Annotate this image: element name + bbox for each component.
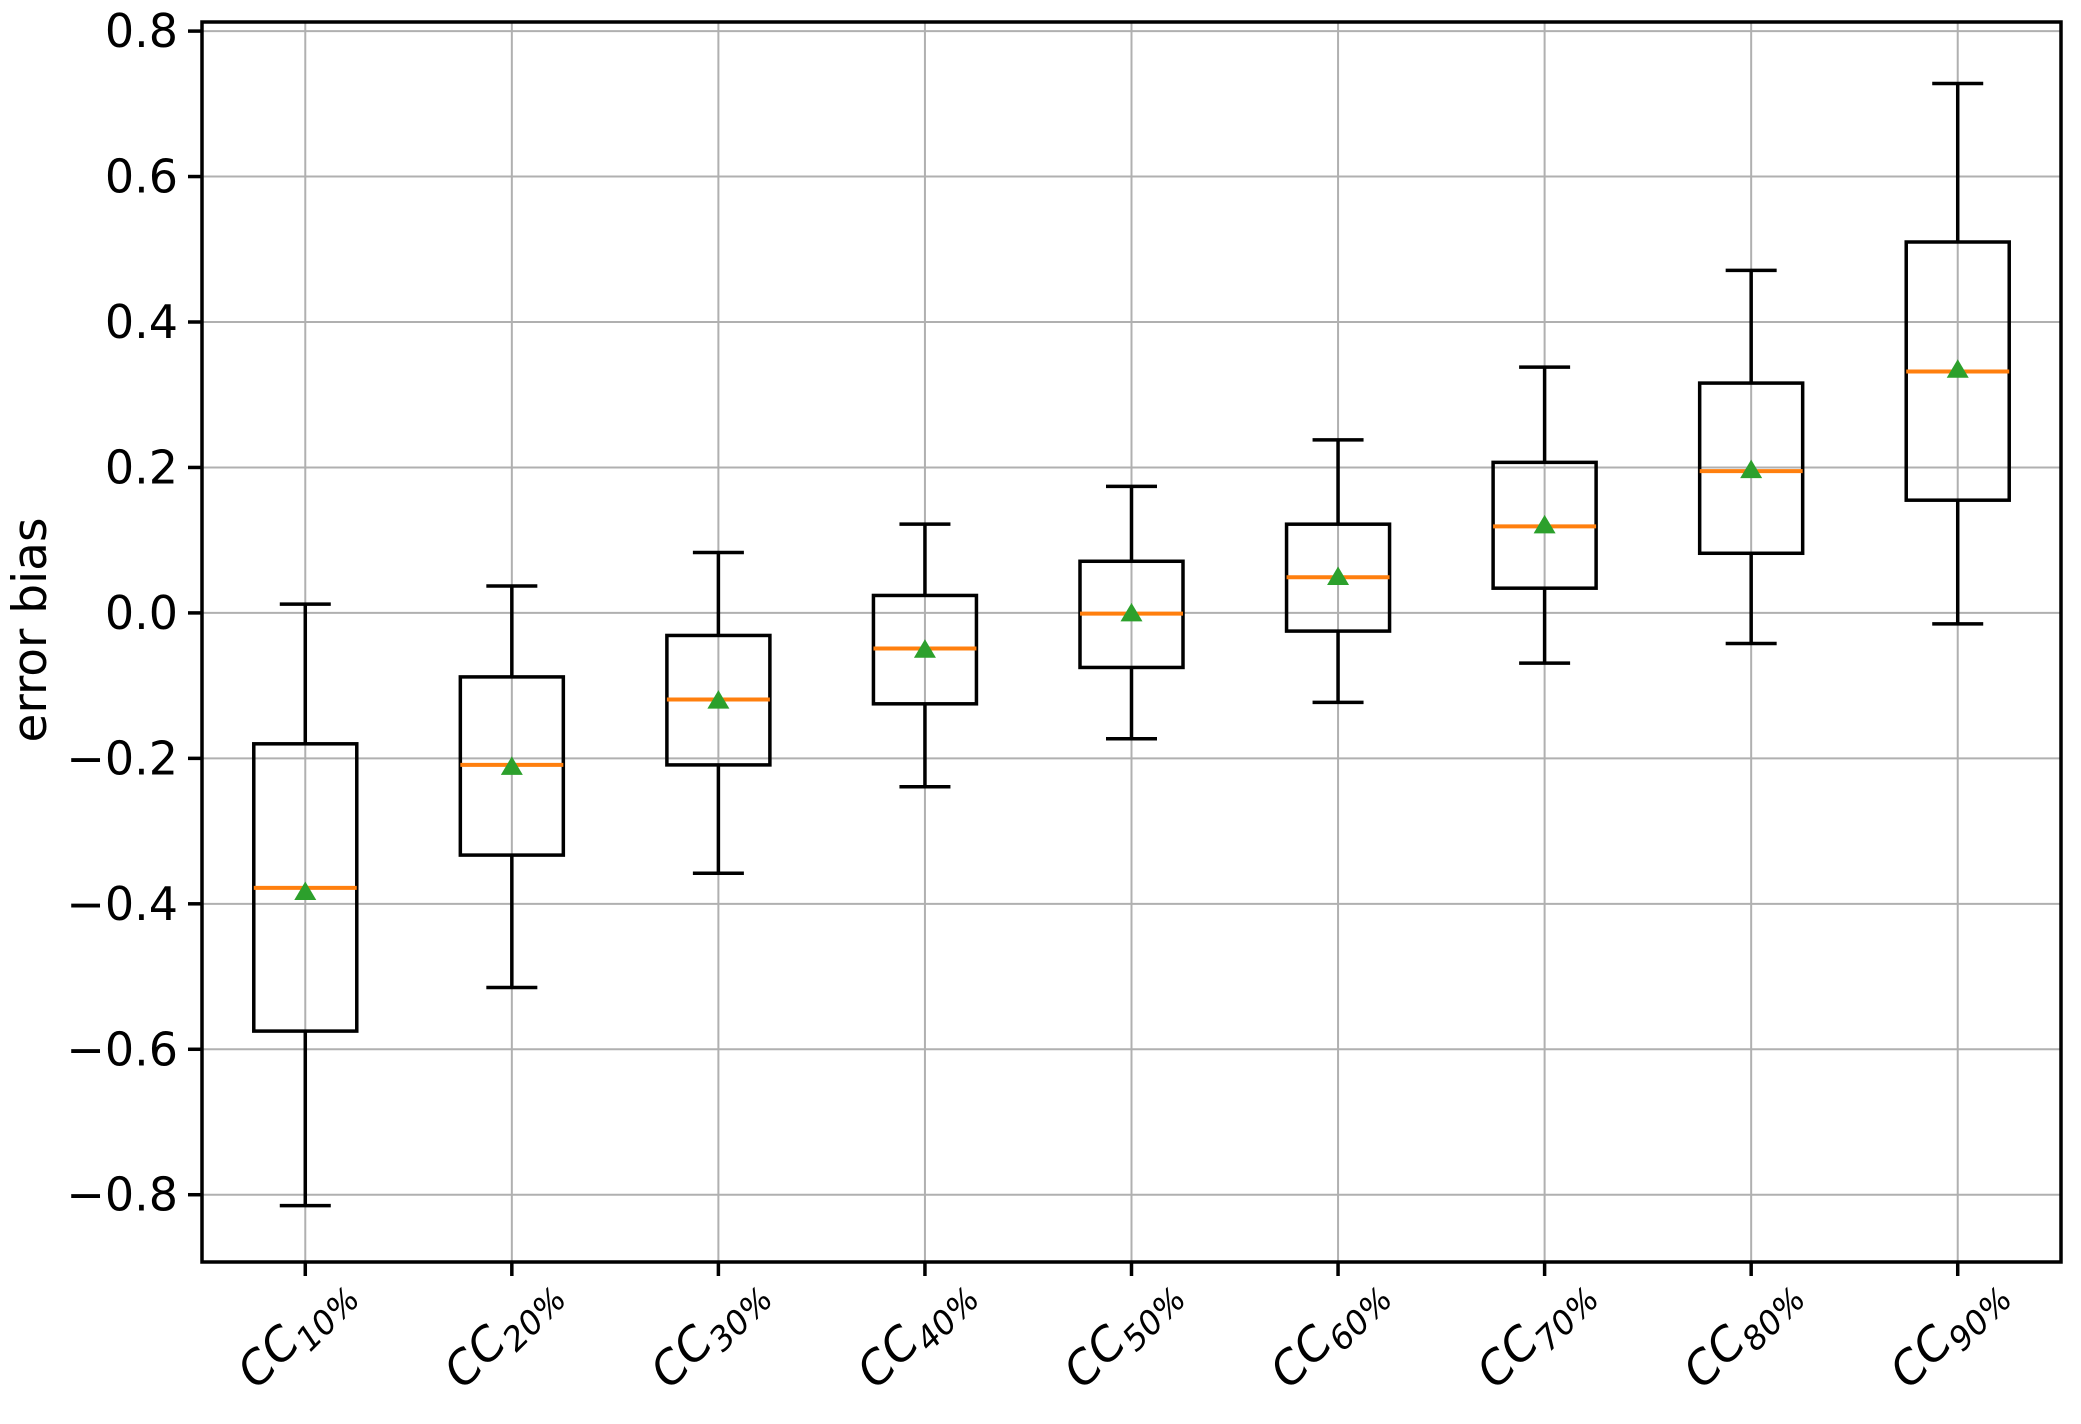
mean-marker [913, 639, 936, 658]
mean-marker [1740, 459, 1763, 479]
y-tick-label: −0.4 [66, 877, 178, 931]
box-group-CC10% [252, 602, 359, 1208]
y-tick-label: −0.6 [66, 1022, 178, 1076]
box-group-CC90% [1904, 81, 2011, 626]
y-tick-label: 0.8 [105, 4, 178, 58]
x-tick-label: CC40% [846, 1263, 987, 1404]
grid-layer [202, 22, 2061, 1262]
x-tick-label: CC70% [1466, 1263, 1607, 1404]
iqr-box [1697, 381, 1805, 556]
mean-marker [1533, 514, 1556, 534]
y-axis-label: error bias [3, 518, 58, 743]
x-tick-label: CC80% [1672, 1263, 1813, 1404]
box-group-CC70% [1491, 365, 1598, 665]
y-tick-label: −0.8 [66, 1168, 178, 1222]
mean-marker [1946, 359, 1969, 378]
x-tick-label: CC20% [433, 1263, 574, 1404]
y-tick-label: 0.6 [105, 150, 178, 204]
y-tick-label: 0.2 [105, 440, 178, 494]
box-group-CC20% [458, 584, 566, 990]
y-tick-label: −0.2 [66, 731, 178, 785]
x-tick-label: CC30% [639, 1263, 780, 1404]
y-tick-label: 0.4 [105, 295, 178, 349]
data-layer [252, 81, 2011, 1208]
x-tick-label: CC90% [1879, 1263, 2020, 1404]
y-tick-label: 0.0 [105, 586, 178, 640]
mean-marker [500, 756, 523, 775]
box-group-CC30% [665, 550, 772, 876]
mean-marker [1327, 566, 1350, 586]
mean-marker [1120, 602, 1143, 622]
mean-marker [294, 881, 317, 900]
x-tick-label: CC10% [226, 1263, 367, 1404]
box-group-CC80% [1697, 268, 1805, 646]
x-tick-label: CC60% [1259, 1263, 1400, 1404]
box-group-CC40% [871, 522, 979, 789]
x-tick-label: CC50% [1052, 1263, 1193, 1404]
box-group-CC50% [1078, 484, 1185, 741]
box-group-CC60% [1284, 438, 1392, 705]
mean-marker [707, 690, 730, 709]
